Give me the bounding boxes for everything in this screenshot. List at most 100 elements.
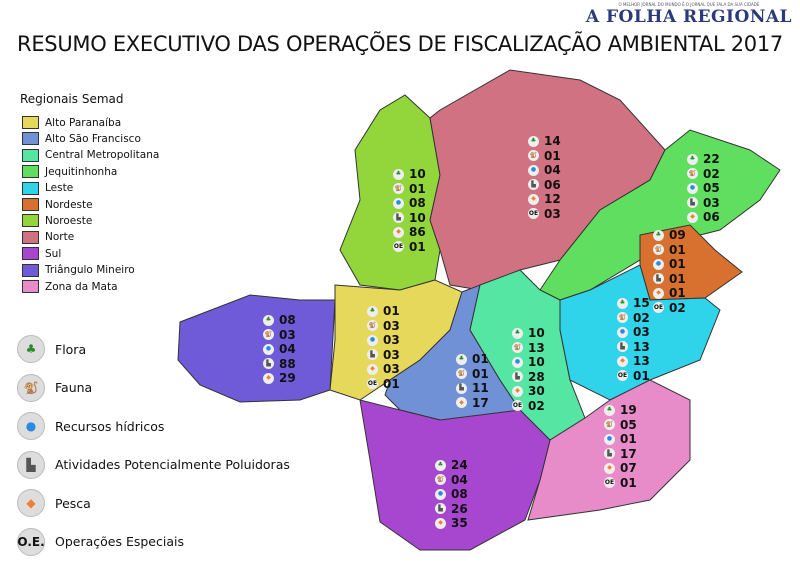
stat-value: 01 [409, 239, 426, 254]
stat-value: 08 [451, 487, 468, 501]
stat-value: 01 [383, 304, 400, 318]
water-drop-icon: ● [653, 258, 664, 270]
fish-icon: ◆ [604, 462, 615, 474]
region-stats: ♣ 24 🐒 04 ● 08 ▙ 26 ◆ 35 [435, 458, 468, 531]
monkey-icon: 🐒 [263, 329, 274, 341]
stat-value: 01 [669, 242, 686, 257]
monkey-icon: 🐒 [393, 183, 404, 195]
stat-row: ◆ 07 [604, 461, 637, 476]
stat-row: ◆ 86 [393, 225, 426, 240]
stat-row: ▙ 88 [263, 357, 296, 372]
stat-value: 03 [383, 318, 400, 333]
tree-icon: ♣ [435, 459, 446, 471]
stat-row: 🐒 03 [263, 328, 296, 343]
category-label: Operações Especiais [55, 534, 184, 549]
tree-icon: ♣ [687, 153, 698, 165]
stat-row: ▙ 13 [617, 340, 650, 355]
stat-row: ◆ 35 [435, 516, 468, 531]
oe-icon: OE [528, 208, 539, 220]
region-stats: ♣ 10 🐒 13 ● 10 ▙ 28 ◆ 30 OE 02 [512, 326, 545, 413]
stat-value: 17 [620, 446, 637, 461]
stat-row: 🐒 02 [687, 167, 720, 182]
legend-item: Alto São Francisco [22, 132, 141, 146]
tree-icon: ♣ [617, 297, 628, 309]
stat-value: 12 [544, 192, 561, 206]
stat-value: 04 [544, 163, 561, 177]
legend-swatch [22, 116, 39, 129]
factory-icon: ▙ [263, 358, 274, 370]
legend-label: Norte [45, 231, 75, 244]
stat-value: 29 [279, 371, 296, 385]
stat-value: 35 [451, 516, 468, 530]
category-label: Pesca [55, 495, 91, 511]
factory-icon: ▙ [687, 197, 698, 209]
stat-row: 🐒 04 [435, 473, 468, 488]
stat-row: ◆ 12 [528, 192, 561, 207]
water-drop-icon: ● [367, 334, 378, 346]
stat-value: 01 [472, 366, 489, 381]
stat-value: 30 [528, 384, 545, 398]
stat-row: ▙ 10 [393, 211, 426, 226]
legend-label: Sul [45, 247, 62, 260]
monkey-icon: 🐒 [617, 312, 628, 324]
factory-icon: ▙ [604, 448, 615, 460]
stat-value: 03 [383, 362, 400, 376]
legend-swatch [22, 263, 39, 277]
legend-item: Leste [22, 181, 73, 195]
stat-row: ● 03 [617, 325, 650, 340]
stat-value: 28 [528, 369, 545, 384]
stat-value: 01 [472, 352, 489, 366]
stat-value: 10 [528, 326, 545, 340]
region-stats: ♣ 15 🐒 02 ● 03 ▙ 13 ◆ 13 OE 01 [617, 296, 650, 383]
stat-value: 86 [409, 225, 426, 239]
stat-row: ♣ 01 [456, 352, 489, 367]
legend-item: Triângulo Mineiro [22, 263, 135, 277]
region-stats: ♣ 01 🐒 03 ● 03 ▙ 03 ◆ 03 OE 01 [367, 304, 400, 391]
stat-row: OE 01 [393, 240, 426, 255]
stat-value: 22 [703, 152, 720, 166]
brand-logo: O MELHOR JORNAL DO MUNDO É O JORNAL QUE … [585, 2, 792, 27]
stat-row: 🐒 01 [456, 367, 489, 382]
region-norte [429, 69, 666, 291]
stat-value: 13 [633, 354, 650, 368]
stat-row: ● 10 [512, 355, 545, 370]
stat-row: ▙ 03 [367, 348, 400, 363]
legend-item: Jequitinhonha [22, 165, 118, 179]
region-sul [359, 399, 551, 551]
monkey-icon: 🐒 [528, 150, 539, 162]
legend-item: Alto Paranaíba [22, 116, 121, 129]
stat-value: 24 [451, 458, 468, 472]
fish-icon: ◆ [17, 489, 45, 517]
water-drop-icon: ● [17, 412, 45, 440]
category-agua: ● Recursos hídricos [17, 412, 164, 440]
tree-icon: ♣ [263, 314, 274, 326]
fish-icon: ◆ [512, 385, 523, 397]
legend-label: Alto Paranaíba [45, 116, 122, 129]
region-stats: ♣ 19 🐒 05 ● 01 ▙ 17 ◆ 07 OE 01 [604, 403, 637, 490]
monkey-icon: 🐒 [435, 474, 446, 486]
stat-row: ◆ 17 [456, 396, 489, 411]
stat-row: ♣ 15 [617, 296, 650, 311]
stat-row: OE 02 [653, 301, 686, 316]
stat-value: 01 [620, 475, 637, 490]
stat-row: ♣ 19 [604, 403, 637, 418]
legend-label: Jequitinhonha [45, 165, 118, 178]
stat-row: ● 03 [367, 333, 400, 348]
stat-row: ♣ 10 [393, 167, 426, 182]
stat-value: 03 [383, 347, 400, 362]
stat-row: ▙ 01 [653, 272, 686, 287]
stat-value: 88 [279, 356, 296, 371]
legend-swatch [22, 148, 39, 162]
stat-value: 07 [620, 461, 637, 475]
tree-icon: ♣ [528, 135, 539, 147]
fish-icon: ◆ [435, 517, 446, 529]
stat-value: 01 [620, 432, 637, 446]
stat-row: ● 05 [687, 181, 720, 196]
stat-value: 01 [544, 148, 561, 163]
monkey-icon: 🐒 [456, 368, 467, 380]
region-stats: ♣ 01 🐒 01 ▙ 11 ◆ 17 [456, 352, 489, 410]
fish-icon: ◆ [687, 211, 698, 223]
category-label: Atividades Potencialmente Poluidoras [55, 457, 290, 472]
oe-icon: OE [393, 241, 404, 253]
